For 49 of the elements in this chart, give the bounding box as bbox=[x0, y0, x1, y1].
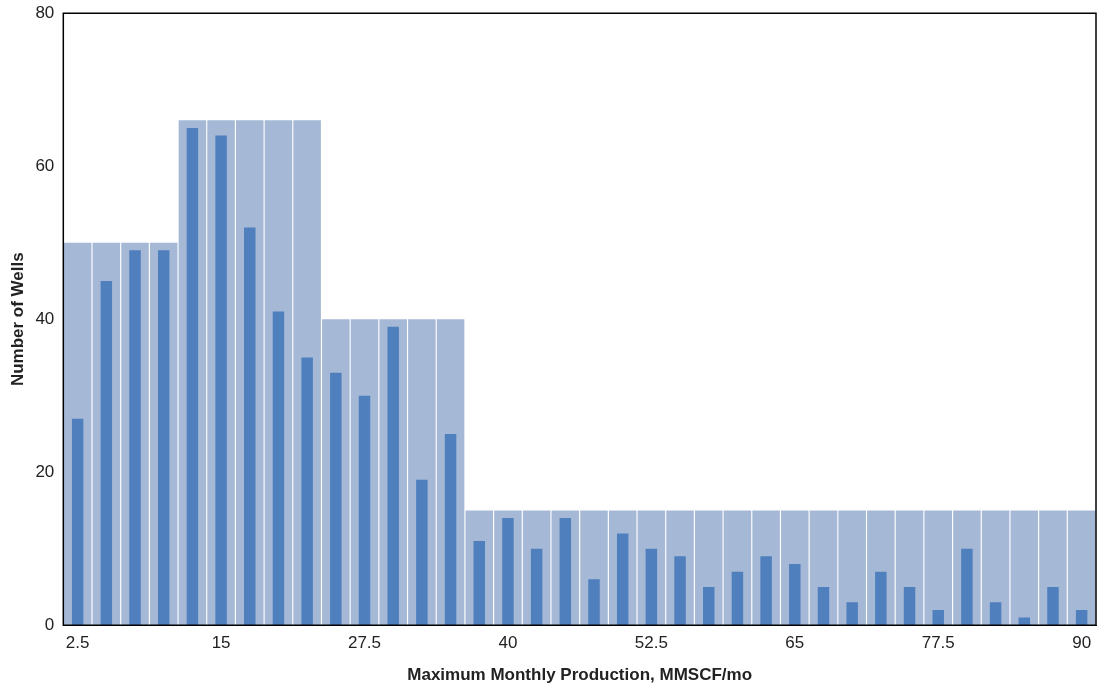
bar bbox=[186, 127, 199, 626]
bar bbox=[760, 556, 772, 626]
bar bbox=[473, 541, 485, 626]
x-tick-label: 77.5 bbox=[921, 633, 955, 653]
bar bbox=[932, 609, 944, 626]
x-tick-label: 15 bbox=[211, 633, 231, 653]
x-axis-title: Maximum Monthly Production, MMSCF/mo bbox=[407, 665, 753, 685]
bar bbox=[789, 564, 801, 626]
bar bbox=[674, 556, 686, 626]
bar bbox=[703, 586, 715, 626]
bar bbox=[846, 602, 858, 626]
bar bbox=[215, 135, 227, 626]
bar bbox=[358, 395, 371, 626]
y-tick-label: 20 bbox=[35, 461, 55, 481]
y-tick-label: 80 bbox=[35, 2, 55, 22]
bar bbox=[645, 548, 658, 626]
x-tick-label: 65 bbox=[785, 633, 805, 653]
bar bbox=[530, 548, 543, 626]
bar bbox=[157, 250, 170, 626]
y-tick-label: 40 bbox=[35, 308, 55, 328]
x-tick-label: 27.5 bbox=[347, 633, 382, 653]
bar bbox=[731, 571, 744, 626]
bar bbox=[616, 533, 629, 626]
x-tick-label: 52.5 bbox=[634, 633, 668, 653]
bar bbox=[559, 518, 572, 626]
bar bbox=[444, 433, 457, 626]
y-tick-label: 0 bbox=[44, 614, 55, 634]
bar bbox=[301, 357, 313, 626]
bar bbox=[502, 518, 514, 626]
bar bbox=[588, 579, 600, 626]
bar bbox=[244, 227, 256, 626]
bar bbox=[961, 548, 973, 626]
x-tick-label: 2.5 bbox=[65, 633, 90, 653]
bar bbox=[903, 586, 916, 626]
x-tick-label: 90 bbox=[1072, 633, 1092, 653]
bar bbox=[330, 372, 342, 626]
bar bbox=[71, 418, 84, 626]
bar bbox=[387, 326, 399, 626]
bar bbox=[875, 571, 887, 626]
x-tick-label: 40 bbox=[498, 633, 518, 653]
bar bbox=[129, 250, 141, 626]
bar bbox=[416, 479, 428, 626]
y-axis-title: Number of Wells bbox=[7, 252, 27, 387]
y-tick-label: 60 bbox=[35, 155, 55, 175]
bar bbox=[817, 586, 830, 626]
bar bbox=[272, 311, 285, 626]
bar bbox=[100, 280, 113, 626]
bar bbox=[989, 602, 1002, 626]
bar bbox=[1047, 586, 1059, 626]
